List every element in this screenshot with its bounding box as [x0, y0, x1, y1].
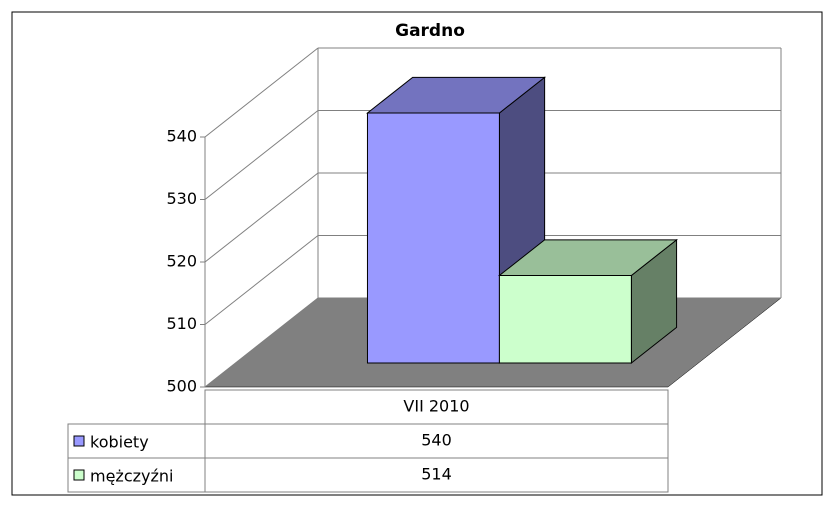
grid-line — [204, 235, 319, 325]
y-tick-label: 540 — [166, 127, 197, 146]
legend-label: mężczyźni — [90, 467, 173, 486]
bar — [366, 112, 500, 364]
data-table-value: 514 — [421, 465, 452, 484]
legend-key — [73, 435, 85, 447]
grid-line — [204, 172, 319, 263]
bar — [498, 274, 632, 364]
legend-key — [73, 469, 85, 481]
y-tick-label: 530 — [166, 189, 197, 208]
grid-line — [204, 297, 319, 388]
data-table-header — [204, 389, 669, 425]
chart-title: Gardno — [395, 21, 465, 41]
data-table-row — [67, 423, 669, 459]
y-tick-label: 520 — [166, 252, 197, 271]
grid-line — [204, 110, 319, 200]
legend-label: kobiety — [90, 433, 149, 452]
table-category: VII 2010 — [403, 397, 469, 416]
data-table-row — [67, 457, 669, 493]
y-tick-label: 510 — [166, 314, 197, 333]
grid-line — [204, 47, 319, 138]
y-tick-label: 500 — [166, 377, 197, 396]
data-table-value: 540 — [421, 431, 452, 450]
